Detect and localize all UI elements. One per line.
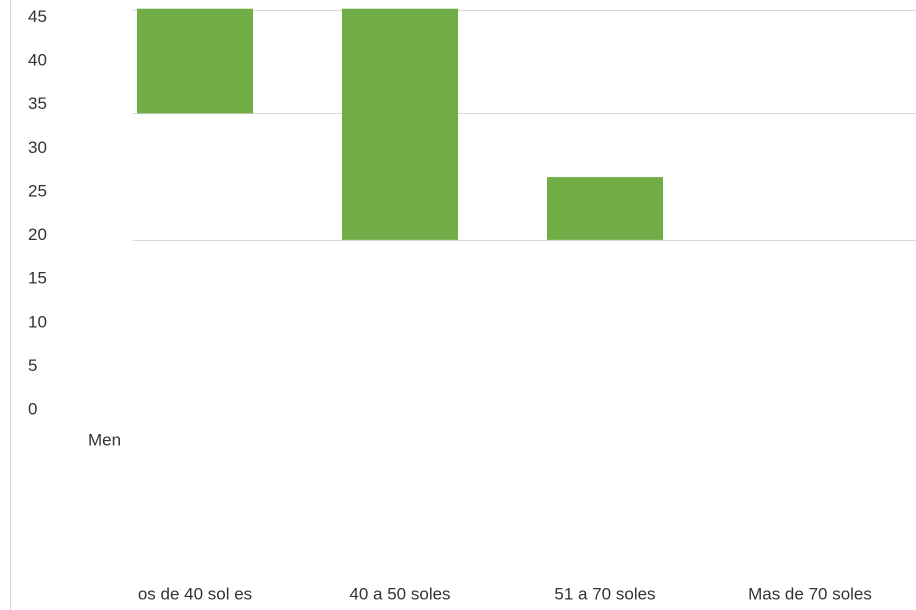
bar [342, 8, 458, 240]
y-tick-label: 40 [28, 51, 47, 70]
x-tick-label: 40 a 50 soles [349, 584, 450, 603]
y-tick-label: 5 [28, 356, 37, 375]
y-tick-label: 45 [28, 7, 47, 26]
bar [137, 8, 253, 114]
x-tick-label: 51 a 70 soles [554, 584, 655, 603]
bar [547, 177, 663, 240]
annotation: Men [88, 430, 121, 449]
x-tick-label: os de 40 sol es [138, 584, 252, 603]
x-tick-label: Mas de 70 soles [748, 584, 872, 603]
y-tick-label: 30 [28, 138, 47, 157]
y-tick-label: 25 [28, 181, 47, 200]
y-tick-label: 15 [28, 269, 47, 288]
y-tick-label: 0 [28, 399, 37, 418]
y-tick-label: 10 [28, 312, 47, 331]
y-tick-label: 20 [28, 225, 47, 244]
y-tick-label: 35 [28, 94, 47, 113]
